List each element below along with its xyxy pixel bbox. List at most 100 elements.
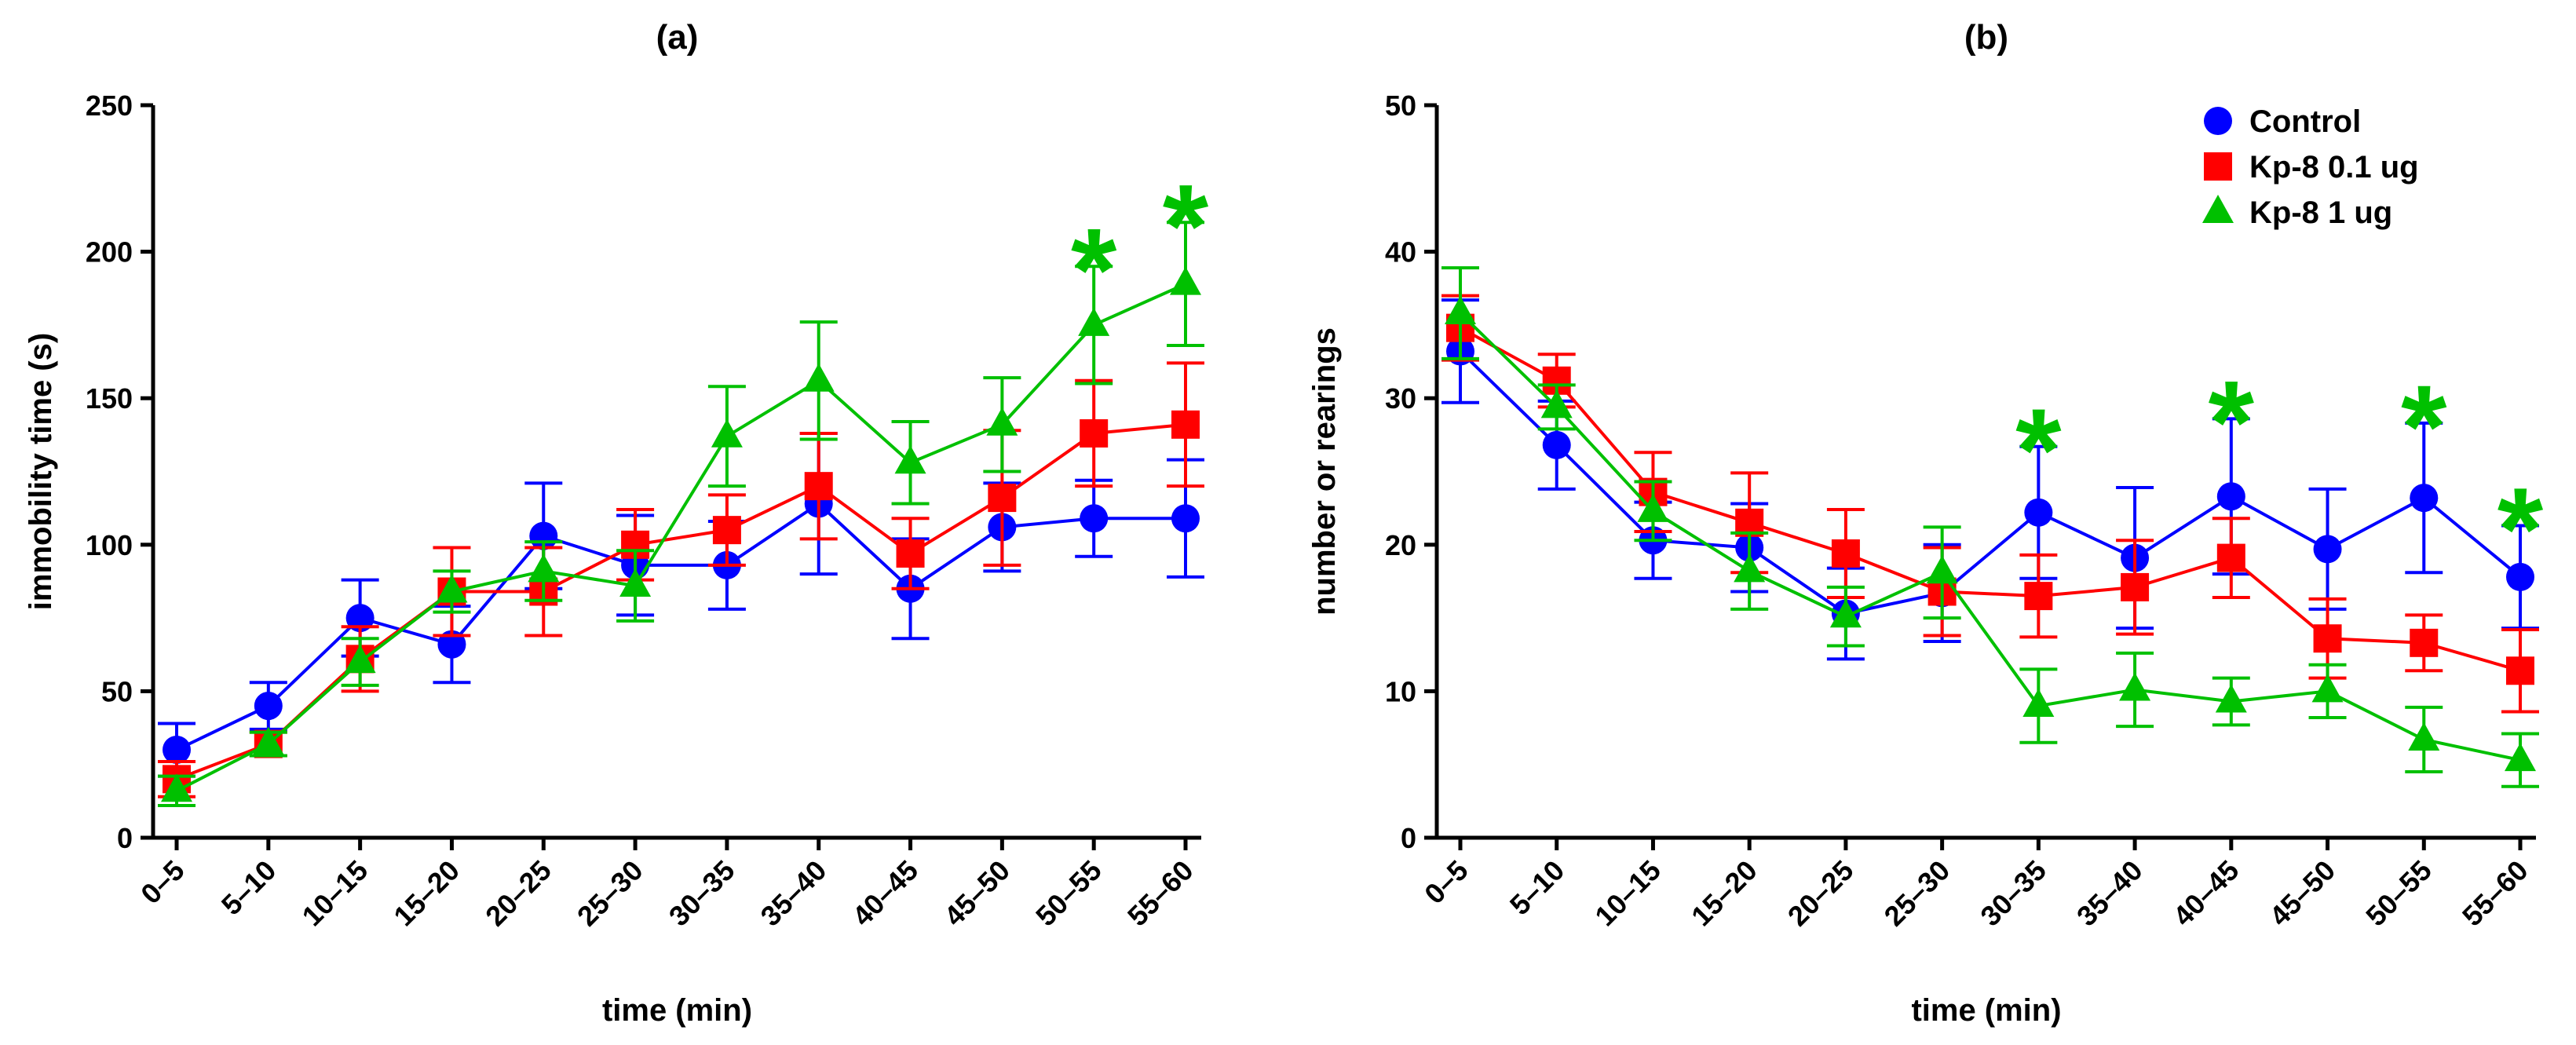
- y-tick-label: 100: [86, 529, 133, 561]
- data-point: [1078, 307, 1110, 336]
- x-tick-label: 30–35: [663, 854, 741, 933]
- data-point: [2410, 484, 2439, 513]
- data-point: [619, 568, 652, 597]
- data-point: [2022, 689, 2055, 718]
- x-tick-label: 40–45: [846, 854, 924, 933]
- legend-marker: [2204, 107, 2232, 135]
- x-tick-label: 30–35: [1974, 854, 2052, 933]
- x-tick-label: 5–10: [1504, 854, 1571, 922]
- significance-star: *: [2497, 463, 2544, 595]
- x-tick-label: 50–55: [2359, 854, 2438, 933]
- data-point: [2024, 582, 2053, 611]
- data-point: [2311, 674, 2344, 703]
- x-tick-label: 5–10: [215, 854, 283, 922]
- series-0: [158, 431, 1204, 778]
- y-axis-label: number or rearings: [1307, 327, 1342, 616]
- data-point: [163, 736, 191, 765]
- y-tick-label: 0: [117, 822, 133, 854]
- legend-label: Control: [2249, 104, 2361, 139]
- data-point: [802, 363, 835, 392]
- x-tick-label: 15–20: [1685, 854, 1763, 933]
- x-tick-label: 45–50: [937, 854, 1016, 933]
- data-point: [2313, 535, 2342, 564]
- y-tick-label: 200: [86, 236, 133, 269]
- x-tick-label: 20–25: [479, 854, 557, 933]
- series-line: [176, 502, 1186, 751]
- data-point: [896, 539, 925, 568]
- x-tick-label: 35–40: [2070, 854, 2149, 933]
- data-point: [2216, 482, 2245, 511]
- series-line: [176, 282, 1186, 793]
- y-tick-label: 0: [1401, 822, 1416, 854]
- x-tick-label: 10–15: [296, 854, 375, 933]
- x-tick-label: 10–15: [1588, 854, 1667, 933]
- data-point: [1926, 555, 1958, 584]
- data-point: [2408, 722, 2440, 751]
- y-tick-label: 30: [1385, 382, 1416, 415]
- x-tick-label: 40–45: [2167, 854, 2245, 933]
- x-tick-label: 50–55: [1029, 854, 1108, 933]
- y-tick-label: 50: [101, 675, 133, 707]
- data-point: [161, 773, 192, 802]
- significance-star: *: [2015, 384, 2062, 516]
- series-line: [1459, 350, 2522, 616]
- data-point: [711, 418, 743, 448]
- legend-label: Kp-8 0.1 ug: [2249, 150, 2419, 185]
- significance-star: *: [2401, 360, 2447, 492]
- chart-title: (b): [1964, 18, 2008, 57]
- panel-a: (a) 0 50 100 150 200 250 0–5 5–10 10–15 15–20 20–25…: [24, 18, 1209, 1028]
- data-point: [2119, 672, 2151, 701]
- series-2: [1441, 266, 2539, 788]
- legend-marker: [2202, 195, 2234, 223]
- legend-marker: [2204, 152, 2232, 181]
- data-point: [1171, 504, 1200, 533]
- data-point: [528, 554, 560, 583]
- y-axis-label: immobility time (s): [24, 333, 58, 610]
- legend: Control Kp-8 0.1 ug Kp-8 1 ug: [2202, 104, 2419, 230]
- data-point: [986, 407, 1018, 436]
- data-point: [988, 484, 1017, 513]
- data-point: [1080, 504, 1109, 533]
- panel-b: (b) 0 10 20 30 40 50 0–5 5–10 10–15 15–20 20–25 25–3…: [1307, 18, 2544, 1028]
- data-point: [252, 726, 284, 755]
- x-tick-label: 35–40: [755, 854, 833, 933]
- data-point: [254, 692, 283, 721]
- data-point: [2410, 628, 2439, 657]
- data-point: [345, 604, 375, 633]
- x-tick-label: 25–30: [1878, 854, 1957, 933]
- data-point: [2505, 743, 2536, 772]
- data-point: [437, 630, 466, 659]
- x-tick-label: 0–5: [1418, 854, 1474, 910]
- data-point: [1542, 430, 1571, 459]
- x-tick-label: 25–30: [571, 854, 649, 933]
- significance-star: *: [1071, 203, 1117, 335]
- x-tick-label: 20–25: [1781, 854, 1860, 933]
- significance-star: *: [1163, 159, 1209, 291]
- data-point: [1080, 418, 1109, 448]
- data-point: [712, 516, 741, 545]
- chart-title: (a): [656, 18, 699, 57]
- data-point: [1829, 599, 1862, 628]
- y-tick-label: 40: [1385, 236, 1416, 269]
- data-point: [2215, 684, 2247, 713]
- data-point: [894, 445, 926, 474]
- legend-label: Kp-8 1 ug: [2249, 195, 2392, 230]
- series-line: [176, 422, 1186, 781]
- x-tick-label: 55–60: [2456, 854, 2534, 933]
- series-1: [1441, 294, 2539, 714]
- data-point: [1445, 295, 1476, 324]
- data-point: [1831, 539, 1860, 568]
- data-point: [2121, 572, 2150, 601]
- data-point: [2506, 562, 2534, 591]
- x-axis-label: time (min): [602, 993, 752, 1028]
- x-tick-label: 45–50: [2263, 854, 2341, 933]
- data-point: [2024, 498, 2053, 527]
- data-point: [436, 574, 468, 603]
- significance-star: *: [2209, 356, 2255, 488]
- data-point: [2506, 656, 2534, 685]
- y-tick-label: 20: [1385, 529, 1416, 561]
- data-point: [1170, 266, 1201, 295]
- y-tick-label: 10: [1385, 675, 1416, 707]
- data-point: [2216, 543, 2245, 572]
